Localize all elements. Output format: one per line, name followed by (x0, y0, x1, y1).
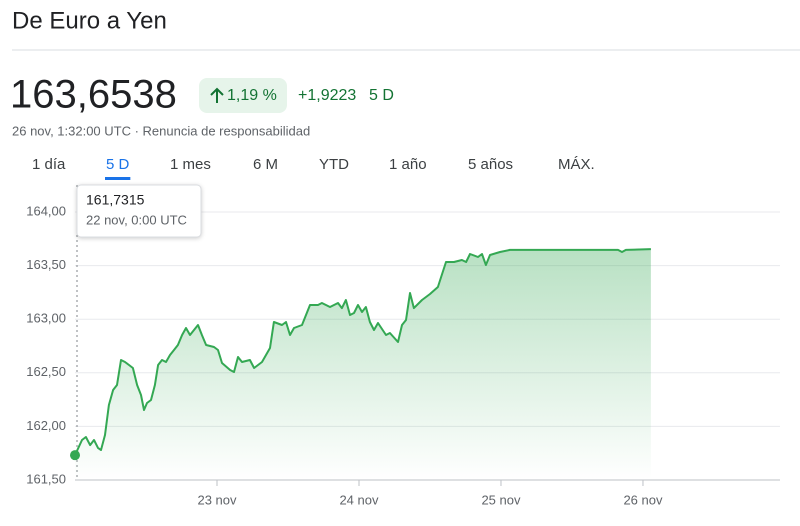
tooltip-time: 22 nov, 0:00 UTC (86, 212, 187, 227)
hover-point (70, 450, 80, 461)
price-line (74, 248, 651, 456)
change-value: +1,9223 (298, 87, 356, 104)
tab-underline (105, 177, 131, 180)
tooltip-value: 161,7315 (86, 192, 145, 208)
subtitle: 26 nov, 1:32:00 UTC · Renuncia de respon… (12, 123, 310, 138)
title: De Euro a Yen (12, 7, 167, 34)
price: 163,6538 (10, 73, 177, 117)
change-period: 5 D (369, 87, 394, 104)
tooltip (76, 184, 202, 238)
range-tab[interactable]: MÁX. (558, 156, 595, 173)
range-tab[interactable]: 6 M (253, 156, 278, 173)
area-fill (75, 249, 651, 480)
range-tab[interactable]: 1 año (389, 156, 427, 173)
range-tab[interactable]: 5 años (468, 156, 513, 173)
change-badge (199, 78, 287, 113)
y-tick-label: 163,00 (26, 311, 66, 326)
range-tab[interactable]: 1 mes (170, 156, 211, 173)
y-tick-label: 161,50 (26, 471, 66, 486)
x-tick-label: 25 nov (481, 492, 521, 507)
y-tick-label: 163,50 (26, 257, 66, 272)
range-tab[interactable]: 1 día (32, 156, 66, 173)
up-arrow (210, 87, 224, 103)
x-tick-label: 26 nov (623, 492, 663, 507)
change-percent: 1,19 % (227, 87, 277, 104)
y-tick-label: 164,00 (26, 203, 66, 218)
y-tick-label: 162,50 (26, 364, 66, 379)
x-tick-label: 23 nov (197, 492, 237, 507)
range-tab[interactable]: 5 D (106, 156, 130, 173)
y-tick-label: 162,00 (26, 418, 66, 433)
range-tab[interactable]: YTD (319, 156, 349, 173)
x-tick-label: 24 nov (339, 492, 379, 507)
